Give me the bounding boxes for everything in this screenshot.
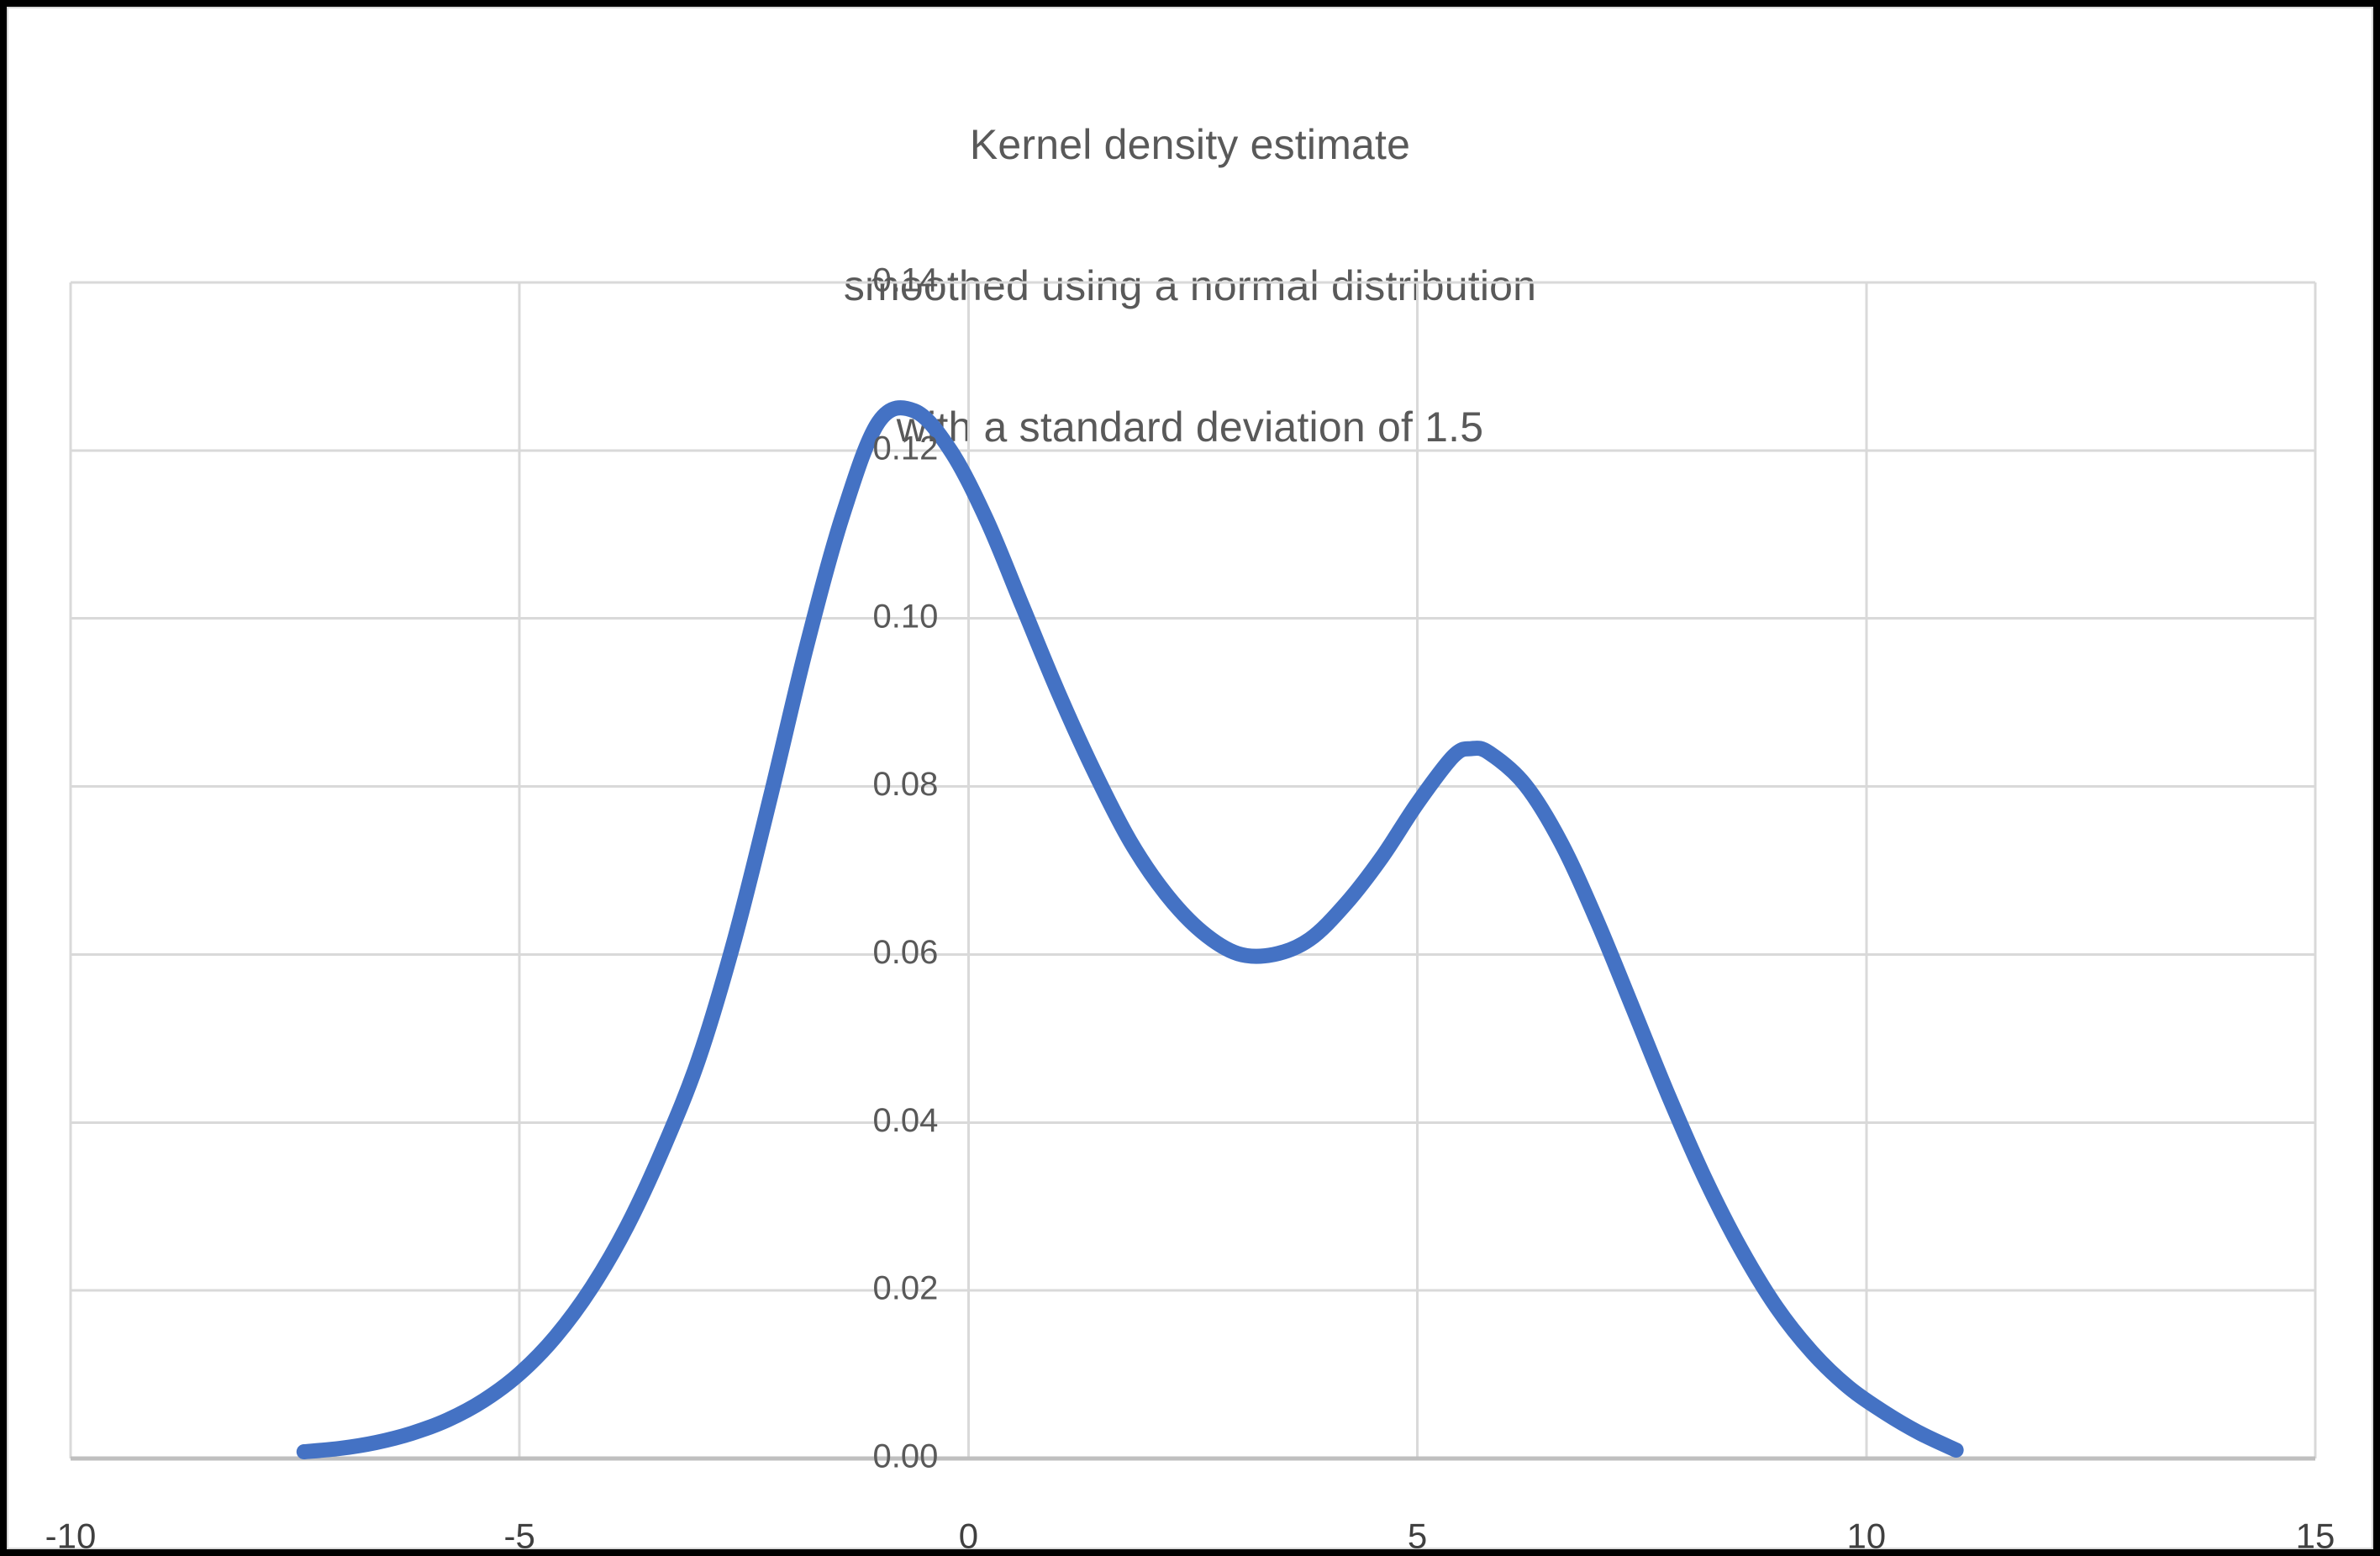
y-axis-tick-labels: 0.00 0.02 0.04 0.06 0.08 0.10 0.12 0.14 <box>873 262 939 1475</box>
series-path-0 <box>296 400 1964 1460</box>
x-axis-tick-labels: -10 -5 0 5 10 15 <box>45 1516 2335 1551</box>
plot-area: 0.00 0.02 0.04 0.06 0.08 0.10 0.12 0.14 -10 -5 0 5… <box>45 262 2335 1551</box>
chart-title-line-3: with a standard deviation of 1.5 <box>896 404 1484 451</box>
horizontal-gridlines <box>71 281 2315 1292</box>
x-tick-label-10: 10 <box>1846 1516 1886 1551</box>
x-tick-label-15: 15 <box>2296 1516 2335 1551</box>
y-tick-label-0.00: 0.00 <box>873 1438 939 1475</box>
vertical-gridlines <box>69 282 2317 1458</box>
chart-title-line-1: Kernel density estimate <box>969 121 1411 168</box>
y-tick-label-0.10: 0.10 <box>873 598 939 635</box>
chart-card: Kernel density estimate smoothed using a… <box>7 7 2373 1551</box>
y-tick-label-0.06: 0.06 <box>873 934 939 971</box>
y-tick-label-0.14: 0.14 <box>873 262 939 299</box>
y-tick-label-0.08: 0.08 <box>873 766 939 803</box>
series-kde-curve <box>296 400 1964 1460</box>
x-tick-label-0: 0 <box>959 1516 978 1551</box>
x-tick-label--5: -5 <box>504 1516 535 1551</box>
y-tick-label-0.12: 0.12 <box>873 430 939 467</box>
x-tick-label-5: 5 <box>1408 1516 1427 1551</box>
chart-title-line-2: smoothed using a normal distribution <box>843 262 1537 309</box>
chart-title: Kernel density estimate smoothed using a… <box>8 27 2372 545</box>
x-tick-label--10: -10 <box>45 1516 97 1551</box>
y-tick-label-0.02: 0.02 <box>873 1270 939 1307</box>
y-tick-label-0.04: 0.04 <box>873 1102 939 1139</box>
